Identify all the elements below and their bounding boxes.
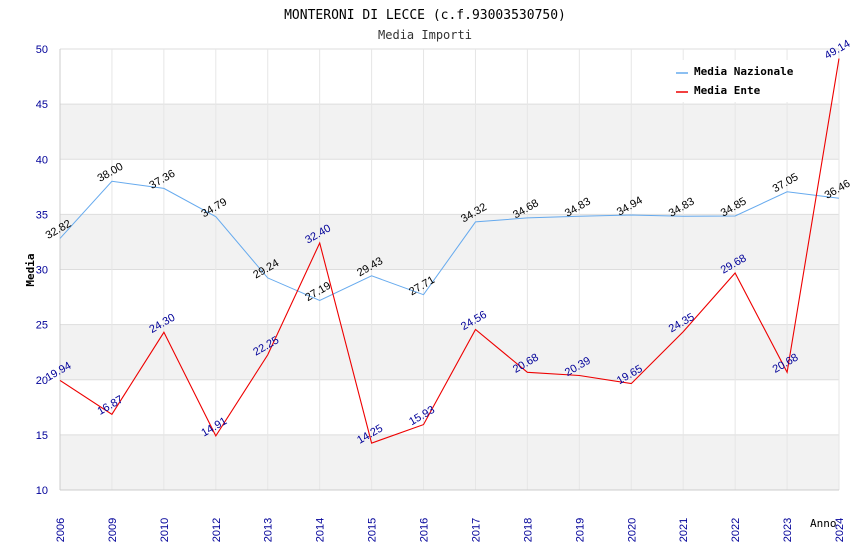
series-line-media-ente <box>59 58 840 444</box>
x-tick-label: 2016 <box>419 518 431 542</box>
data-label-media-ente: 19.94 <box>44 360 74 384</box>
chart-title: MONTERONI DI LECCE (c.f.93003530750) <box>284 8 566 23</box>
legend-label-media-ente: Media Ente <box>694 84 761 97</box>
grid-band <box>60 434 839 490</box>
x-tick-label: 2019 <box>574 518 586 542</box>
data-label-media-ente: 49.14 <box>823 38 850 62</box>
x-tick-label: 2013 <box>263 518 275 542</box>
x-tick-label: 2015 <box>367 518 379 542</box>
y-tick-label: 50 <box>36 44 48 56</box>
x-tick-label: 2020 <box>626 518 638 542</box>
series-lines <box>59 58 840 444</box>
y-tick-label: 20 <box>36 375 48 387</box>
y-tick-label: 35 <box>36 209 48 221</box>
y-tick-label: 15 <box>36 430 48 442</box>
x-tick-label: 2022 <box>730 518 742 542</box>
y-tick-label: 40 <box>36 154 48 166</box>
x-tick-label: 2024 <box>834 518 846 542</box>
grid-band <box>60 104 839 160</box>
x-tick-label: 2018 <box>522 518 534 542</box>
y-tick-label: 30 <box>36 265 48 277</box>
y-axis-label: Media <box>24 253 37 286</box>
plot-background <box>60 104 839 490</box>
y-tick-labels: 10 15 20 25 30 35 40 45 50 <box>36 44 48 497</box>
legend-label-media-nazionale: Media Nazionale <box>694 65 794 78</box>
legend-box <box>669 60 809 102</box>
x-tick-label: 2010 <box>159 518 171 542</box>
grid-band <box>60 324 839 380</box>
x-tick-label: 2009 <box>107 518 119 542</box>
y-tick-label: 10 <box>36 485 48 497</box>
x-tick-label: 2012 <box>211 518 223 542</box>
x-tick-label: 2006 <box>55 518 67 542</box>
grid-band <box>60 214 839 270</box>
data-label-media-ente: 16.87 <box>96 394 126 418</box>
data-label-media-nazionale: 37.05 <box>771 171 801 195</box>
data-label-media-nazionale: 38.00 <box>96 161 126 185</box>
legend: Media Nazionale Media Ente <box>669 60 809 102</box>
x-tick-label: 2014 <box>315 518 327 542</box>
x-tick-label: 2023 <box>782 518 794 542</box>
chart-subtitle: Media Importi <box>378 28 472 42</box>
y-tick-label: 25 <box>36 320 48 332</box>
x-axis-label: Anno <box>810 517 837 530</box>
x-tick-label: 2017 <box>470 518 482 542</box>
x-tick-label: 2021 <box>678 518 690 542</box>
gridlines <box>59 48 840 491</box>
y-tick-label: 45 <box>36 99 48 111</box>
series-line-media-nazionale <box>59 180 840 302</box>
x-tick-labels: 2006 2009 2010 2012 2013 2014 2015 2016 2017 2018… <box>55 518 846 542</box>
data-label-media-ente: 15.93 <box>407 404 437 428</box>
